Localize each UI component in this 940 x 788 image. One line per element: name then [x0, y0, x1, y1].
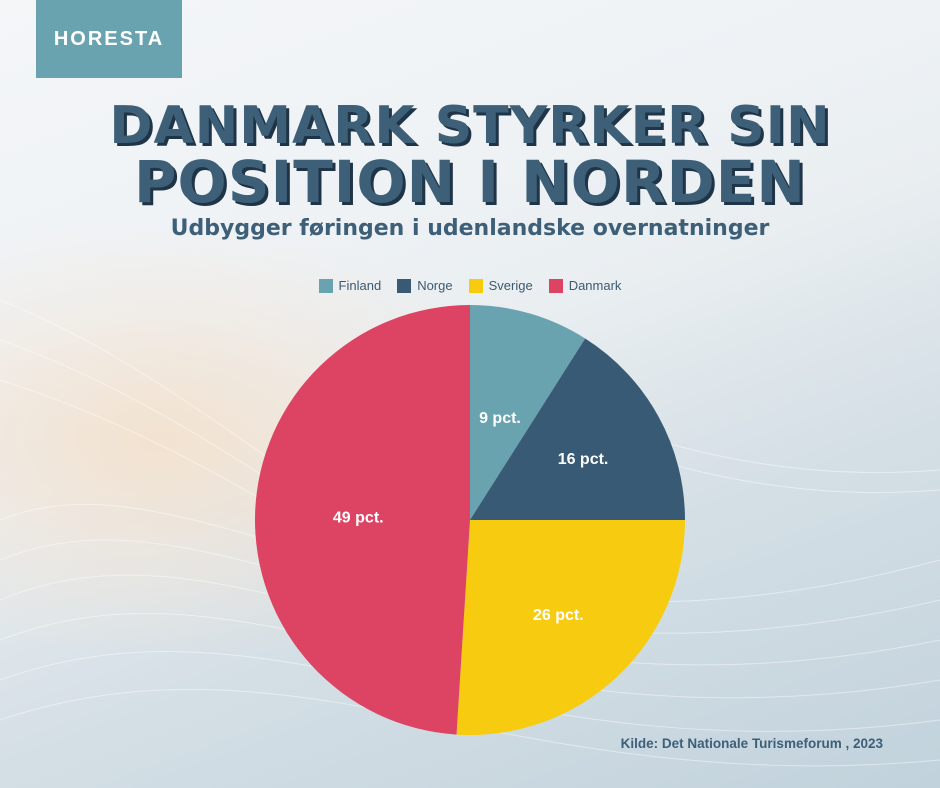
- legend-label: Norge: [417, 278, 453, 293]
- data-label-sverige: 26 pct.: [533, 607, 584, 624]
- legend-label: Sverige: [488, 278, 533, 293]
- page-subtitle: Udbygger føringen i udenlandske overnatn…: [170, 216, 770, 241]
- pie-slice-sverige: [456, 520, 685, 735]
- pie-slice-danmark: [254, 305, 470, 735]
- pie-slice-finland: [470, 305, 586, 520]
- legend-item-sverige: Sverige: [468, 278, 533, 293]
- legend-swatch: [397, 278, 412, 293]
- legend-item-norge: Norge: [397, 278, 453, 293]
- data-label-finland: 9 pct.: [479, 410, 521, 427]
- data-label-danmark: 49 pct.: [333, 509, 384, 526]
- legend-swatch: [468, 278, 483, 293]
- data-label-norge: 16 pct.: [558, 451, 609, 468]
- legend-swatch: [548, 278, 563, 293]
- legend-item-finland: Finland: [318, 278, 382, 293]
- legend-label: Danmark: [568, 278, 622, 293]
- legend-label: Finland: [338, 278, 382, 293]
- horesta-logo[interactable]: HORESTA: [36, 0, 182, 78]
- chart-legend: Finland Norge Sverige Danmark: [0, 278, 940, 293]
- legend-swatch: [318, 278, 333, 293]
- legend-item-danmark: Danmark: [548, 278, 622, 293]
- logo-text: HORESTA: [53, 27, 165, 50]
- pie-slice-norge: [470, 338, 685, 520]
- page-title-line2: POSITION I NORDEN: [134, 148, 806, 216]
- source-note: Kilde: Det Nationale Turismeforum , 2023: [620, 736, 883, 751]
- page-title-line1: DANMARK STYRKER SIN: [109, 96, 831, 156]
